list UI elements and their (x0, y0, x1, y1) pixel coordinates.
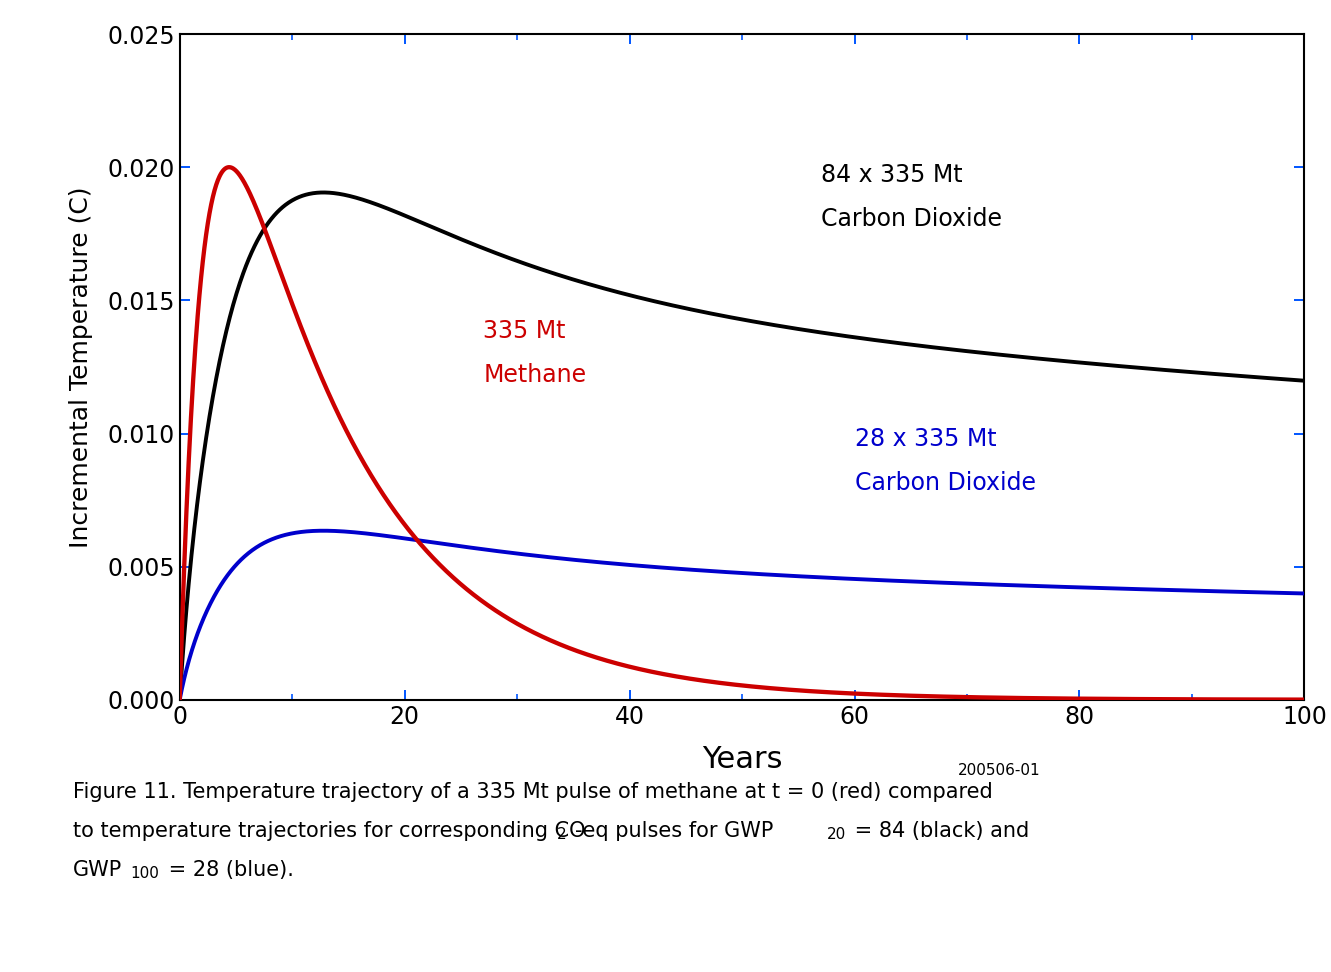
X-axis label: Years: Years (701, 746, 783, 775)
Text: = 84 (black) and: = 84 (black) and (848, 821, 1029, 842)
Text: 28 x 335 Mt: 28 x 335 Mt (855, 427, 996, 451)
Text: Figure 11. Temperature trajectory of a 335 Mt pulse of methane at t = 0 (red) co: Figure 11. Temperature trajectory of a 3… (73, 782, 993, 803)
Text: 84 x 335 Mt: 84 x 335 Mt (821, 163, 962, 188)
Text: 100: 100 (130, 866, 160, 881)
Y-axis label: Incremental Temperature (C): Incremental Temperature (C) (69, 187, 93, 547)
Text: 200506-01: 200506-01 (958, 763, 1041, 778)
Text: 20: 20 (828, 827, 847, 842)
Text: Methane: Methane (483, 363, 587, 387)
Text: -eq pulses for GWP: -eq pulses for GWP (575, 821, 773, 842)
Text: 2: 2 (558, 827, 567, 842)
Text: Carbon Dioxide: Carbon Dioxide (821, 207, 1002, 231)
Text: GWP: GWP (73, 860, 122, 881)
Text: = 28 (blue).: = 28 (blue). (162, 860, 294, 881)
Text: Carbon Dioxide: Carbon Dioxide (855, 470, 1036, 495)
Text: 335 Mt: 335 Mt (483, 319, 566, 343)
Text: to temperature trajectories for corresponding CO: to temperature trajectories for correspo… (73, 821, 586, 842)
